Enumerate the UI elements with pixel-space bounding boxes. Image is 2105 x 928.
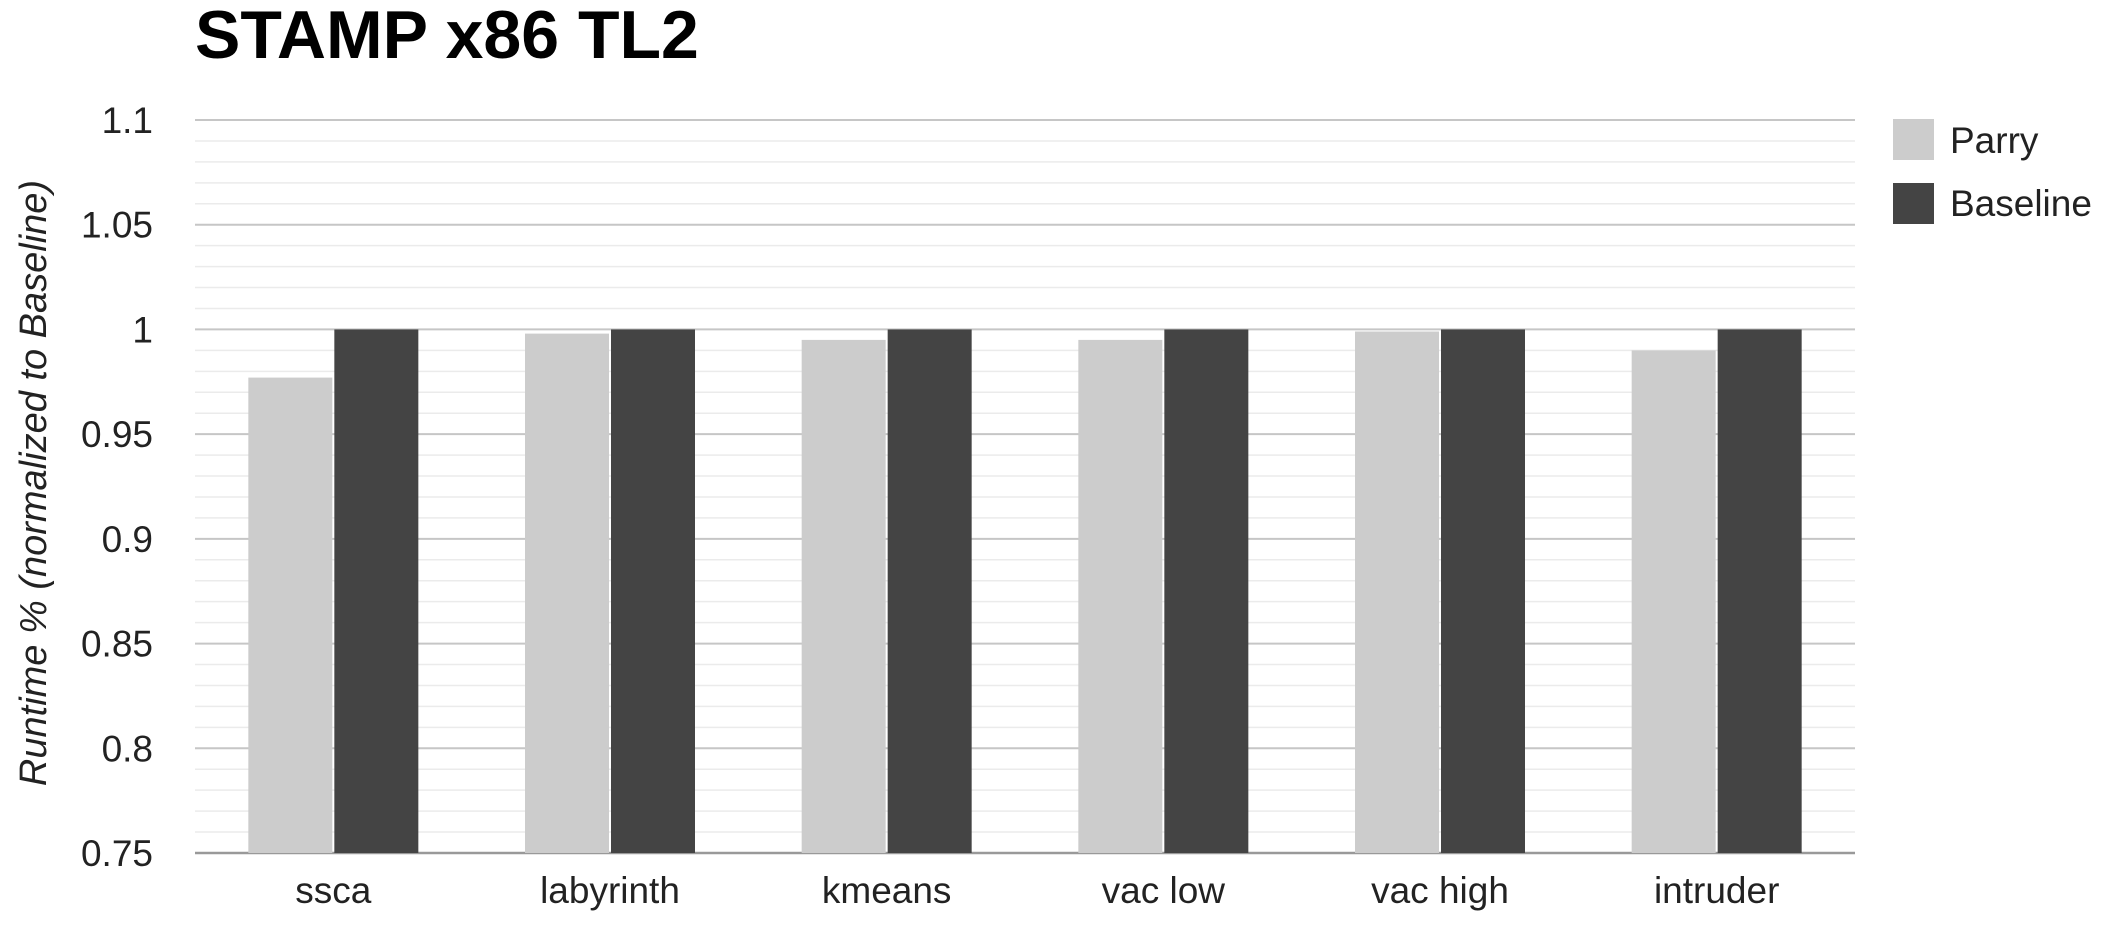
x-tick-label: vac high: [1371, 870, 1509, 911]
x-tick-label: ssca: [295, 870, 372, 911]
gridlines: [195, 119, 1855, 855]
x-tick-label: vac low: [1102, 870, 1226, 911]
legend: Parry Baseline: [1893, 119, 2092, 224]
bar-parry-kmeans: [801, 339, 886, 853]
legend-item-baseline: Baseline: [1893, 183, 2092, 224]
bar-baseline-ssca: [334, 329, 419, 853]
legend-label-parry: Parry: [1950, 120, 2039, 161]
x-tick-label: intruder: [1654, 870, 1779, 911]
y-tick-label: 0.95: [81, 414, 153, 455]
chart-title: STAMP x86 TL2: [195, 0, 699, 73]
bar-parry-vac-low: [1078, 339, 1163, 853]
y-tick-label: 1.05: [81, 205, 153, 246]
y-tick-label: 0.9: [102, 519, 153, 560]
legend-item-parry: Parry: [1893, 119, 2039, 161]
y-tick-label: 0.8: [102, 728, 153, 769]
bar-baseline-vac-low: [1164, 329, 1249, 853]
y-tick-labels: 0.75 0.8 0.85 0.9 0.95 1 1.05 1.1: [81, 100, 153, 874]
x-tick-labels: ssca labyrinth kmeans vac low vac high intrud…: [295, 870, 1779, 911]
legend-swatch-baseline: [1893, 183, 1934, 224]
y-tick-label: 0.85: [81, 624, 153, 665]
legend-swatch-parry: [1893, 119, 1934, 160]
bar-parry-ssca: [248, 377, 333, 853]
bar-baseline-vac-high: [1441, 329, 1525, 853]
bar-baseline-kmeans: [887, 329, 972, 853]
y-axis-label: Runtime % (normalized to Baseline): [13, 180, 55, 786]
bar-parry-intruder: [1631, 350, 1716, 853]
bar-parry-vac-high: [1355, 331, 1439, 854]
bars: [248, 329, 1802, 854]
y-tick-label: 1.1: [102, 100, 153, 141]
bar-parry-labyrinth: [525, 333, 609, 853]
y-tick-label: 1: [132, 309, 153, 350]
x-tick-label: labyrinth: [540, 870, 680, 911]
bar-baseline-intruder: [1717, 329, 1802, 853]
bar-baseline-labyrinth: [611, 329, 695, 853]
legend-label-baseline: Baseline: [1950, 183, 2092, 224]
y-tick-label: 0.75: [81, 833, 153, 874]
x-tick-label: kmeans: [822, 870, 952, 911]
